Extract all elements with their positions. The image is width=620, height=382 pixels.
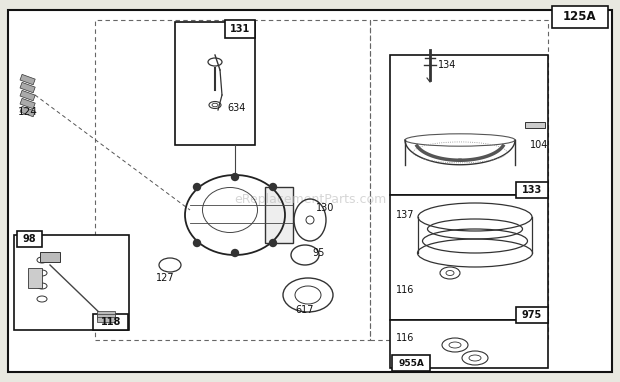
Bar — [370, 20, 548, 340]
Bar — [97, 311, 115, 316]
Text: 134: 134 — [438, 60, 456, 70]
Bar — [17, 231, 42, 247]
Bar — [516, 182, 548, 198]
Text: 955A: 955A — [398, 358, 424, 367]
Bar — [20, 106, 35, 117]
Bar — [390, 55, 548, 195]
Bar — [390, 320, 548, 368]
Bar — [20, 98, 35, 109]
Text: 98: 98 — [22, 234, 36, 244]
Bar — [552, 6, 608, 28]
Bar — [20, 83, 35, 93]
Text: 104: 104 — [530, 140, 548, 150]
Bar — [225, 20, 255, 38]
Bar — [525, 122, 545, 128]
Bar — [95, 20, 370, 340]
Text: 634: 634 — [227, 103, 246, 113]
Text: 95: 95 — [312, 248, 324, 258]
Bar — [516, 307, 548, 323]
Text: 137: 137 — [396, 210, 415, 220]
Bar — [97, 314, 115, 319]
Bar — [392, 355, 430, 371]
Bar — [40, 252, 60, 262]
Text: 130: 130 — [316, 203, 334, 213]
Bar — [390, 195, 548, 320]
Bar — [93, 314, 128, 330]
Bar — [265, 187, 293, 243]
Bar — [28, 268, 42, 288]
Text: 116: 116 — [396, 285, 414, 295]
Circle shape — [193, 240, 200, 246]
Text: 116: 116 — [396, 333, 414, 343]
Circle shape — [270, 240, 277, 246]
Text: 617: 617 — [296, 305, 314, 315]
Bar — [14, 235, 129, 330]
Text: 131: 131 — [230, 24, 250, 34]
Text: 124: 124 — [18, 107, 38, 117]
Circle shape — [231, 249, 239, 256]
Text: 118: 118 — [101, 317, 121, 327]
Circle shape — [270, 183, 277, 191]
Text: 125A: 125A — [563, 10, 597, 24]
Circle shape — [231, 173, 239, 181]
Bar — [175, 22, 255, 145]
Text: 975: 975 — [522, 310, 542, 320]
Bar — [97, 317, 115, 322]
Text: 127: 127 — [156, 273, 174, 283]
Text: eReplacementParts.com: eReplacementParts.com — [234, 194, 386, 207]
Bar — [20, 91, 35, 101]
Text: 133: 133 — [522, 185, 542, 195]
Circle shape — [193, 183, 200, 191]
Bar — [20, 74, 35, 85]
